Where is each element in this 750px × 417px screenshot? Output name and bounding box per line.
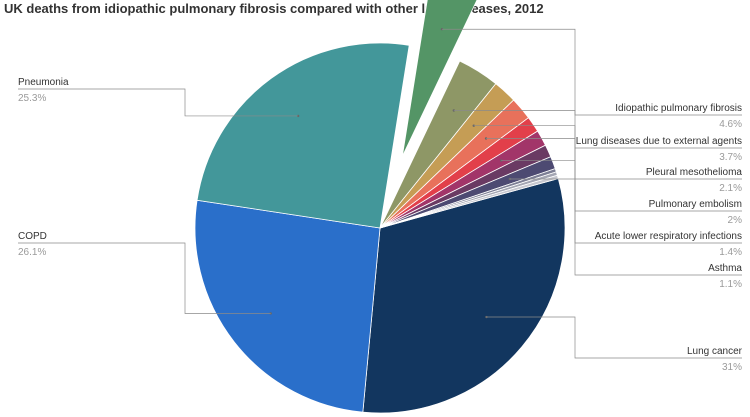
leader-line-pneumonia [18, 88, 299, 117]
slice-label-pleural-mesothelioma: Pleural mesothelioma [646, 167, 743, 178]
slice-value-pulmonary-embolism: 2% [728, 215, 743, 226]
slice-value-copd: 26.1% [18, 247, 46, 258]
slice-label-lung-cancer: Lung cancer [687, 346, 743, 357]
pie-slice-copd [194, 199, 381, 413]
slice-value-idiopathic-pulmonary-fibrosis: 4.6% [719, 119, 742, 130]
leader-line-lung-cancer [486, 316, 742, 359]
pie-slice-lung-cancer [362, 178, 566, 414]
leader-dot-idiopathic-pulmonary-fibrosis [440, 28, 444, 31]
slice-value-pneumonia: 25.3% [18, 93, 46, 104]
leader-line-asthma [509, 178, 742, 276]
slice-label-asthma: Asthma [708, 263, 742, 274]
chart-title: UK deaths from idiopathic pulmonary fibr… [4, 1, 544, 16]
leader-dot-asthma [508, 177, 512, 181]
pie-slice-unlabeled-13 [379, 174, 559, 229]
leader-line-copd [18, 242, 271, 314]
slice-label-pulmonary-embolism: Pulmonary embolism [649, 199, 742, 210]
pie-slice-idiopathic-pulmonary-fibrosis [401, 0, 478, 157]
slice-value-asthma: 1.1% [719, 279, 742, 290]
slice-value-acute-lower-respiratory-infections: 1.4% [719, 247, 742, 258]
slice-label-lung-diseases-due-to-external-agents: Lung diseases due to external agents [576, 136, 742, 147]
leader-line-idiopathic-pulmonary-fibrosis [441, 28, 742, 116]
slice-label-pneumonia: Pneumonia [18, 77, 69, 88]
slice-label-copd: COPD [18, 231, 47, 242]
slice-label-idiopathic-pulmonary-fibrosis: Idiopathic pulmonary fibrosis [615, 103, 742, 114]
slice-value-lung-cancer: 31% [722, 362, 742, 373]
slice-value-lung-diseases-due-to-external-agents: 3.7% [719, 152, 742, 163]
leader-dot-pulmonary-embolism [484, 137, 488, 140]
slice-label-acute-lower-respiratory-infections: Acute lower respiratory infections [595, 231, 742, 242]
slice-value-pleural-mesothelioma: 2.1% [719, 183, 742, 194]
pie-slice-pneumonia [196, 42, 410, 229]
